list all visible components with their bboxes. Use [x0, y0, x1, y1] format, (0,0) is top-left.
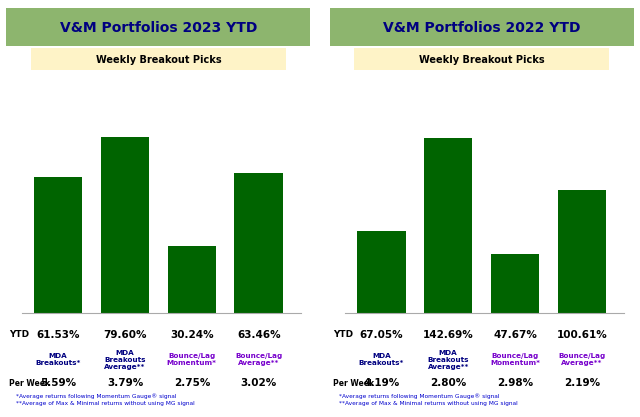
Text: MDA: MDA — [116, 349, 134, 356]
FancyBboxPatch shape — [330, 8, 634, 46]
Text: Bounce/Lag: Bounce/Lag — [235, 353, 282, 359]
Text: 3.02%: 3.02% — [241, 379, 277, 389]
FancyBboxPatch shape — [34, 177, 83, 313]
FancyBboxPatch shape — [557, 189, 606, 313]
Text: YTD: YTD — [333, 330, 353, 339]
FancyBboxPatch shape — [491, 254, 540, 313]
Text: Weekly Breakout Picks: Weekly Breakout Picks — [95, 55, 221, 65]
Text: V&M Portfolios 2023 YTD: V&M Portfolios 2023 YTD — [60, 20, 257, 35]
Text: Average**: Average** — [561, 360, 603, 367]
Text: Breakouts: Breakouts — [104, 357, 146, 363]
Text: Momentum*: Momentum* — [490, 360, 540, 367]
Text: 2.80%: 2.80% — [430, 379, 467, 389]
FancyBboxPatch shape — [6, 8, 310, 46]
Text: 67.05%: 67.05% — [360, 329, 403, 339]
Text: 61.53%: 61.53% — [36, 329, 80, 339]
FancyBboxPatch shape — [31, 48, 286, 70]
Text: 5.59%: 5.59% — [40, 379, 76, 389]
Text: Momentum*: Momentum* — [167, 360, 217, 367]
Text: 2.98%: 2.98% — [497, 379, 533, 389]
FancyBboxPatch shape — [100, 137, 149, 313]
Text: Breakouts*: Breakouts* — [358, 360, 404, 367]
Text: *Average returns following Momentum Gauge® signal: *Average returns following Momentum Gaug… — [339, 394, 499, 399]
Text: Bounce/Lag: Bounce/Lag — [558, 353, 605, 359]
Text: YTD: YTD — [10, 330, 29, 339]
Text: V&M Portfolios 2022 YTD: V&M Portfolios 2022 YTD — [383, 20, 580, 35]
Text: 4.19%: 4.19% — [363, 379, 399, 389]
Text: 30.24%: 30.24% — [170, 329, 214, 339]
Text: MDA: MDA — [49, 353, 67, 359]
Text: 100.61%: 100.61% — [557, 329, 607, 339]
Text: Breakouts: Breakouts — [428, 357, 469, 363]
Text: 2.19%: 2.19% — [564, 379, 600, 389]
FancyBboxPatch shape — [424, 138, 472, 313]
FancyBboxPatch shape — [234, 173, 283, 313]
Text: Per Week: Per Week — [10, 379, 51, 388]
Text: Average**: Average** — [428, 364, 469, 370]
Text: Bounce/Lag: Bounce/Lag — [492, 353, 539, 359]
Text: Weekly Breakout Picks: Weekly Breakout Picks — [419, 55, 545, 65]
Text: Average**: Average** — [104, 364, 146, 370]
Text: Average**: Average** — [238, 360, 280, 367]
FancyBboxPatch shape — [357, 231, 406, 313]
Text: MDA: MDA — [439, 349, 458, 356]
Text: 2.75%: 2.75% — [173, 379, 210, 389]
Text: **Average of Max & Minimal returns without using MG signal: **Average of Max & Minimal returns witho… — [339, 401, 518, 406]
Text: 142.69%: 142.69% — [423, 329, 474, 339]
Text: 3.79%: 3.79% — [107, 379, 143, 389]
Text: 47.67%: 47.67% — [493, 329, 537, 339]
Text: Bounce/Lag: Bounce/Lag — [168, 353, 216, 359]
Text: 79.60%: 79.60% — [103, 329, 147, 339]
Text: *Average returns following Momentum Gauge® signal: *Average returns following Momentum Gaug… — [15, 394, 176, 399]
Text: 63.46%: 63.46% — [237, 329, 280, 339]
Text: Breakouts*: Breakouts* — [35, 360, 81, 367]
Text: MDA: MDA — [372, 353, 390, 359]
FancyBboxPatch shape — [168, 246, 216, 313]
FancyBboxPatch shape — [354, 48, 609, 70]
Text: Per Week: Per Week — [333, 379, 374, 388]
Text: **Average of Max & Minimal returns without using MG signal: **Average of Max & Minimal returns witho… — [15, 401, 195, 406]
